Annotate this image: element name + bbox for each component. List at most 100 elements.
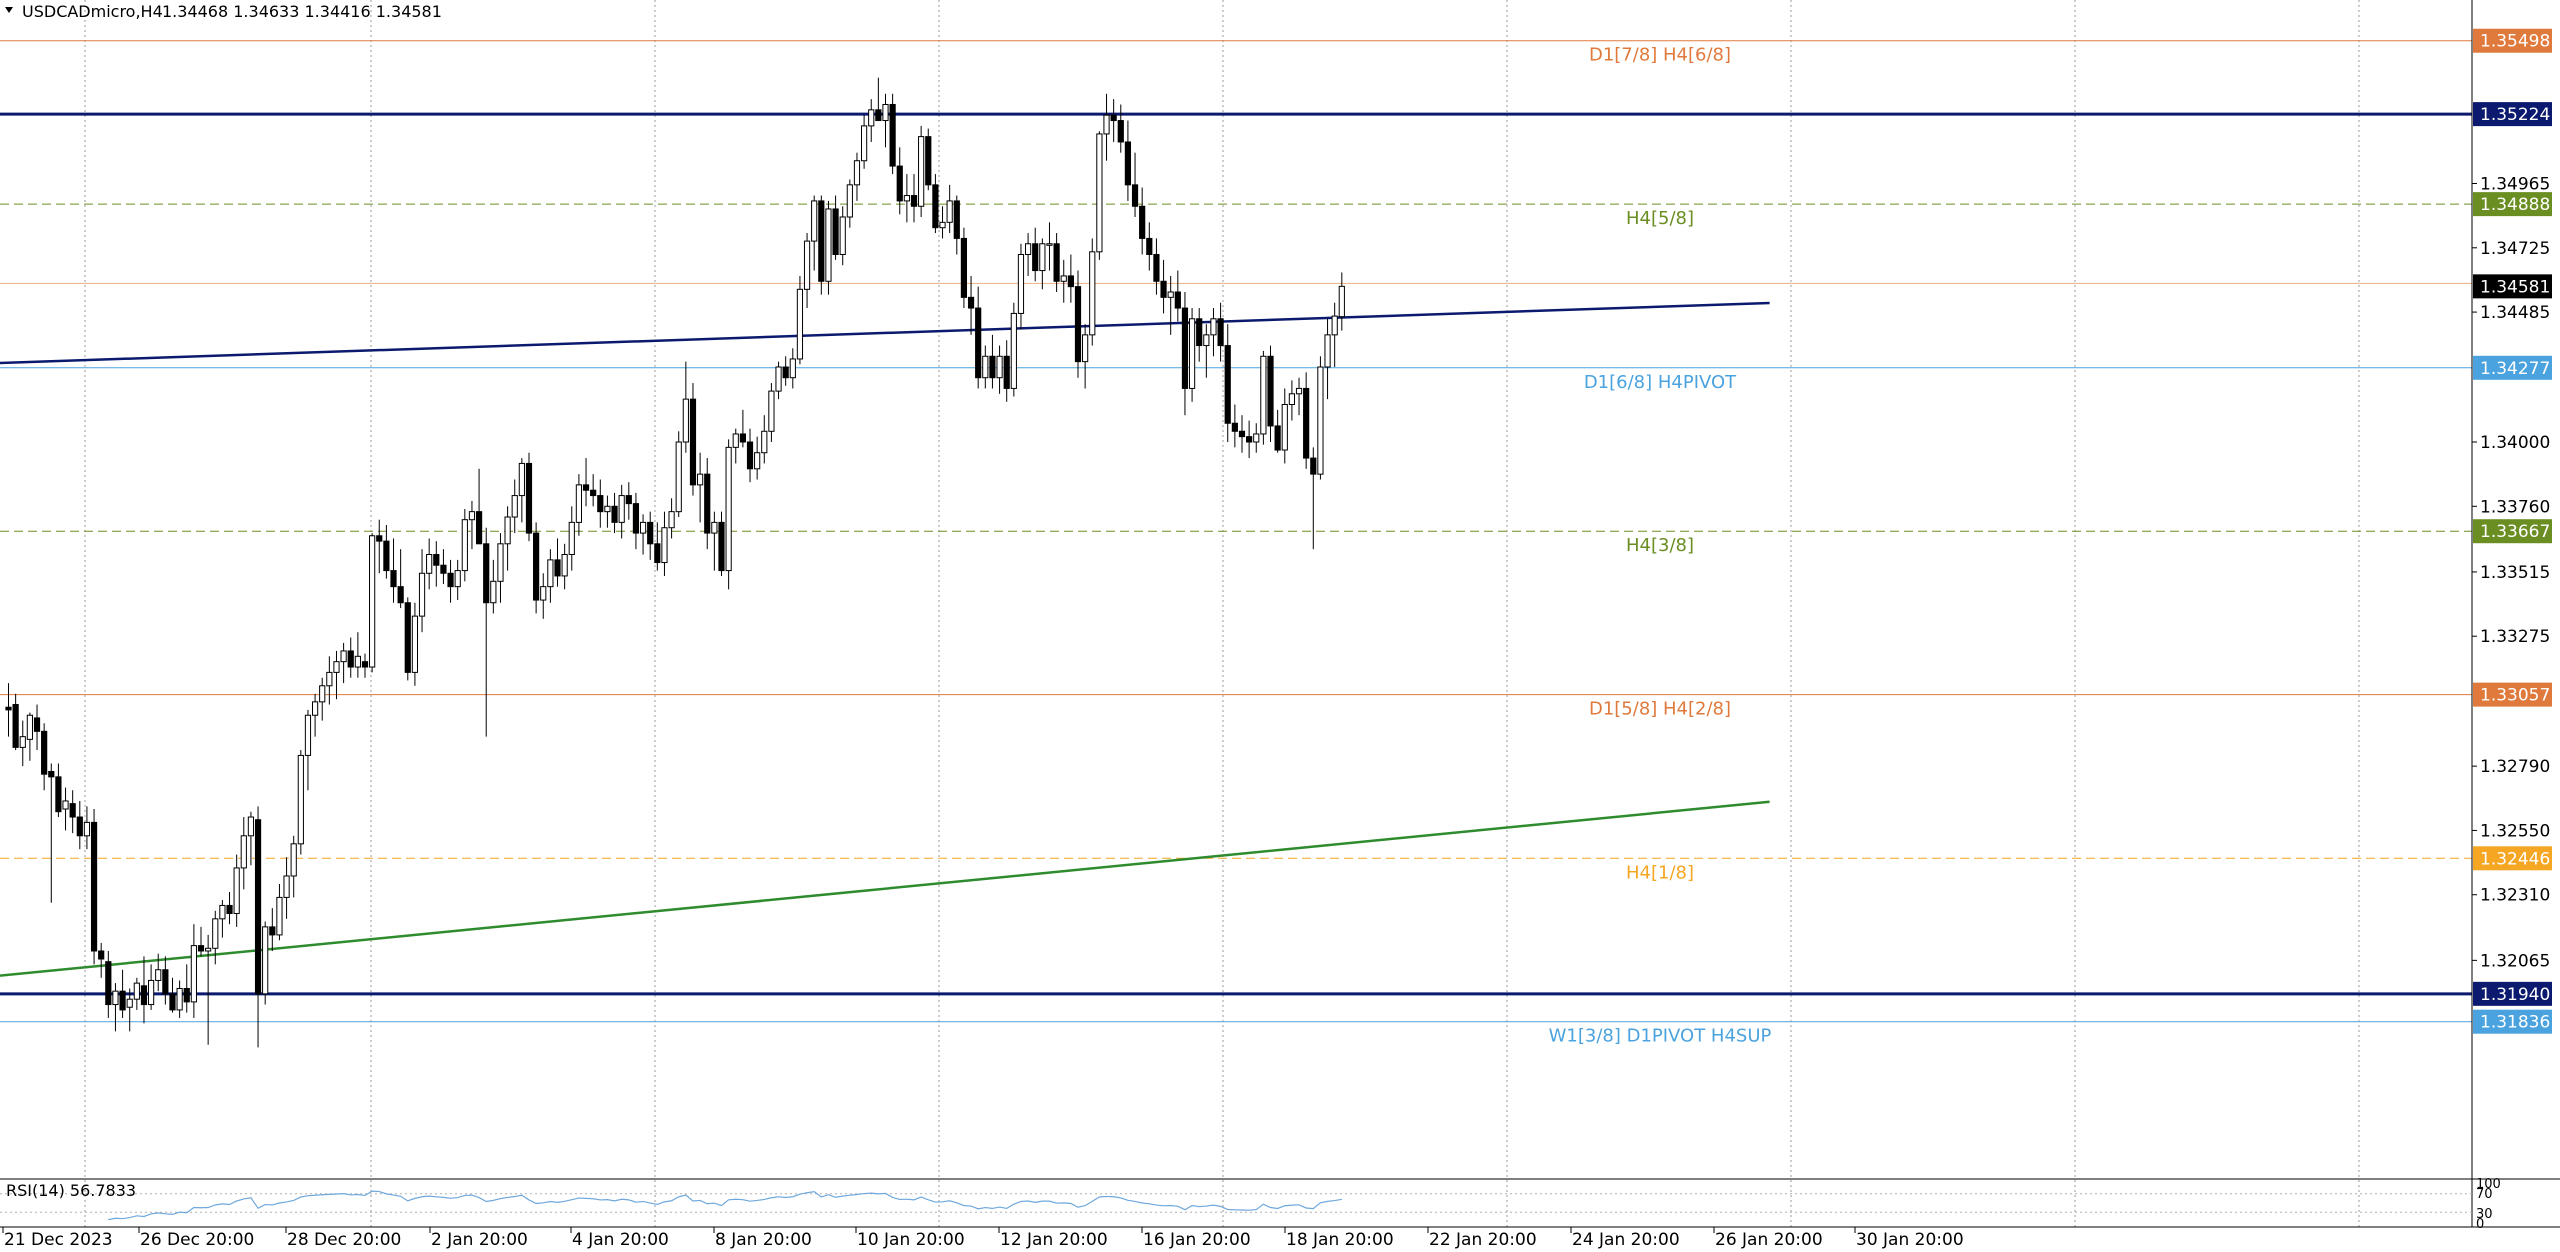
candle bbox=[654, 522, 661, 571]
candle-body bbox=[233, 867, 240, 914]
candle-body bbox=[162, 969, 169, 995]
collapse-icon[interactable] bbox=[5, 7, 13, 13]
candle bbox=[925, 128, 932, 191]
candle-body bbox=[361, 661, 369, 668]
candle-body bbox=[1246, 436, 1253, 443]
candle-body bbox=[989, 355, 996, 379]
candle-body bbox=[41, 730, 48, 775]
candle bbox=[1317, 356, 1324, 480]
candle-body bbox=[918, 136, 925, 207]
rsi-scale-label-3: 0 bbox=[2476, 1217, 2484, 1232]
candle bbox=[1053, 233, 1060, 292]
candle bbox=[832, 195, 839, 260]
price-tick-label-1: 1.34725 bbox=[2480, 239, 2550, 259]
candle-body bbox=[768, 390, 775, 432]
price-tag-8 bbox=[2473, 1009, 2552, 1034]
candle-body bbox=[818, 200, 825, 282]
price-tag-7 bbox=[2473, 981, 2552, 1006]
candle bbox=[939, 206, 946, 239]
candle bbox=[1253, 423, 1260, 453]
candle bbox=[347, 637, 354, 678]
candle-body bbox=[176, 987, 183, 1011]
candle-body bbox=[960, 237, 968, 298]
candle-body bbox=[354, 655, 361, 668]
candle bbox=[1217, 302, 1224, 362]
candle bbox=[632, 492, 640, 550]
price-tick-label-10: 1.32065 bbox=[2480, 951, 2550, 971]
time-label-3: 2 Jan 20:00 bbox=[431, 1230, 528, 1250]
candle-body bbox=[1274, 425, 1281, 451]
candle bbox=[1146, 222, 1153, 271]
candle-body bbox=[682, 398, 689, 443]
candle bbox=[582, 458, 590, 507]
candle-body bbox=[939, 221, 946, 229]
candle-body bbox=[12, 704, 19, 748]
candle-body bbox=[1238, 430, 1246, 438]
candle-body bbox=[803, 240, 811, 290]
candle bbox=[483, 527, 490, 737]
candle-body bbox=[889, 103, 896, 167]
price-tag-label-3: 1.34277 bbox=[2480, 359, 2550, 379]
candle bbox=[953, 195, 960, 255]
candle bbox=[1310, 447, 1317, 550]
candle-body bbox=[1224, 345, 1231, 424]
candle bbox=[604, 495, 611, 528]
price-tag-1 bbox=[2473, 102, 2552, 127]
candle-body bbox=[376, 535, 383, 542]
candle-body bbox=[547, 559, 554, 588]
candle-body bbox=[725, 446, 732, 572]
candle-body bbox=[1217, 318, 1224, 347]
candle-body bbox=[1167, 291, 1174, 298]
trendline-support bbox=[0, 800, 1770, 977]
candle-body bbox=[1260, 355, 1267, 435]
candle-body bbox=[839, 216, 846, 255]
price-tick-label-5: 1.33515 bbox=[2480, 563, 2550, 583]
candle-body bbox=[1124, 141, 1132, 186]
candle-body bbox=[483, 543, 490, 604]
candle-body bbox=[967, 296, 975, 309]
candle bbox=[1131, 152, 1139, 217]
candle-body bbox=[504, 516, 511, 545]
candle-body bbox=[369, 535, 376, 668]
candle bbox=[369, 533, 376, 673]
candle-body bbox=[518, 462, 525, 497]
candle bbox=[1324, 318, 1331, 400]
candle bbox=[190, 924, 197, 1018]
candle-body bbox=[26, 714, 33, 740]
candle bbox=[83, 806, 91, 850]
price-tag-label-8: 1.31836 bbox=[2480, 1013, 2550, 1033]
candle bbox=[739, 409, 746, 448]
time-axis: 21 Dec 2023 26 Dec 20:00 28 Dec 20:00 2 Jan… bbox=[2, 1227, 1964, 1250]
candle bbox=[148, 964, 155, 1010]
candle bbox=[561, 543, 568, 590]
candle bbox=[219, 900, 226, 938]
candle bbox=[704, 458, 711, 550]
candle bbox=[590, 474, 597, 507]
candle bbox=[19, 720, 26, 767]
candle bbox=[1067, 254, 1074, 303]
candle bbox=[896, 147, 903, 215]
candle-body bbox=[1024, 243, 1032, 255]
candle-body bbox=[875, 109, 882, 122]
candle bbox=[1139, 187, 1146, 255]
candle bbox=[903, 174, 910, 223]
time-label-7: 12 Jan 20:00 bbox=[1000, 1230, 1108, 1250]
candle-body bbox=[853, 160, 861, 186]
candle bbox=[796, 275, 804, 365]
candle bbox=[76, 800, 83, 850]
candle bbox=[269, 908, 276, 951]
candle bbox=[390, 538, 397, 603]
candle bbox=[262, 921, 269, 1005]
price-tag-label-6: 1.32446 bbox=[2480, 849, 2550, 869]
time-label-12: 26 Jan 20:00 bbox=[1715, 1230, 1823, 1250]
price-axis: 1.34965 1.34725 1.34485 1.34000 1.33760 1.335… bbox=[2472, 28, 2552, 1034]
candle-body bbox=[568, 521, 575, 556]
candle bbox=[960, 227, 968, 309]
candle bbox=[868, 99, 875, 142]
candle-body bbox=[433, 554, 440, 566]
candle-body bbox=[1117, 120, 1124, 143]
candle bbox=[1288, 380, 1296, 421]
candle bbox=[333, 650, 340, 700]
